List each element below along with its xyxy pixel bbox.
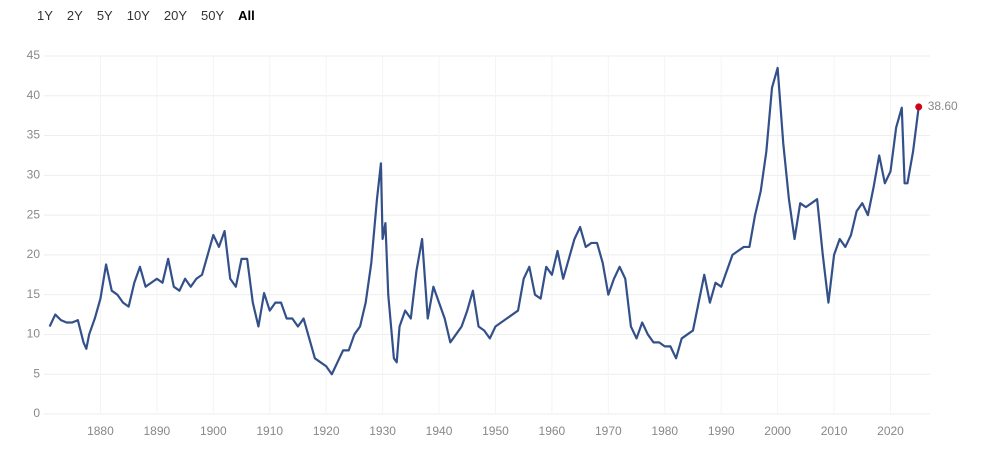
x-tick-label: 2020 [877, 424, 904, 438]
x-tick-label: 2010 [821, 424, 848, 438]
x-tick-label: 2000 [764, 424, 791, 438]
range-button[interactable]: 1Y [30, 8, 60, 23]
range-button[interactable]: 5Y [90, 8, 120, 23]
x-tick-label: 1970 [595, 424, 622, 438]
range-button[interactable]: All [231, 8, 262, 23]
y-tick-label: 30 [27, 168, 41, 182]
x-tick-label: 1960 [539, 424, 566, 438]
x-tick-label: 1900 [200, 424, 227, 438]
x-tick-label: 1880 [87, 424, 114, 438]
x-tick-label: 1910 [256, 424, 283, 438]
x-tick-label: 1980 [651, 424, 678, 438]
y-tick-label: 10 [27, 327, 41, 341]
x-tick-label: 1890 [144, 424, 171, 438]
end-point [915, 103, 923, 111]
range-button[interactable]: 2Y [60, 8, 90, 23]
y-tick-label: 40 [27, 88, 41, 102]
x-tick-label: 1950 [482, 424, 509, 438]
x-tick-label: 1940 [426, 424, 453, 438]
y-tick-label: 35 [27, 128, 41, 142]
x-tick-label: 1930 [369, 424, 396, 438]
y-tick-label: 45 [27, 48, 41, 62]
y-tick-label: 25 [27, 207, 41, 221]
y-tick-label: 15 [27, 287, 41, 301]
range-button[interactable]: 10Y [120, 8, 157, 23]
x-tick-label: 1920 [313, 424, 340, 438]
y-tick-label: 5 [33, 366, 40, 380]
data-line [48, 66, 920, 376]
y-tick-label: 20 [27, 247, 41, 261]
end-value-label: 38.60 [928, 99, 958, 113]
y-tick-label: 0 [33, 406, 40, 420]
x-tick-label: 1990 [708, 424, 735, 438]
range-selector: 1Y 2Y 5Y 10Y 20Y 50Y All [30, 8, 262, 23]
range-button[interactable]: 20Y [157, 8, 194, 23]
range-button[interactable]: 50Y [194, 8, 231, 23]
